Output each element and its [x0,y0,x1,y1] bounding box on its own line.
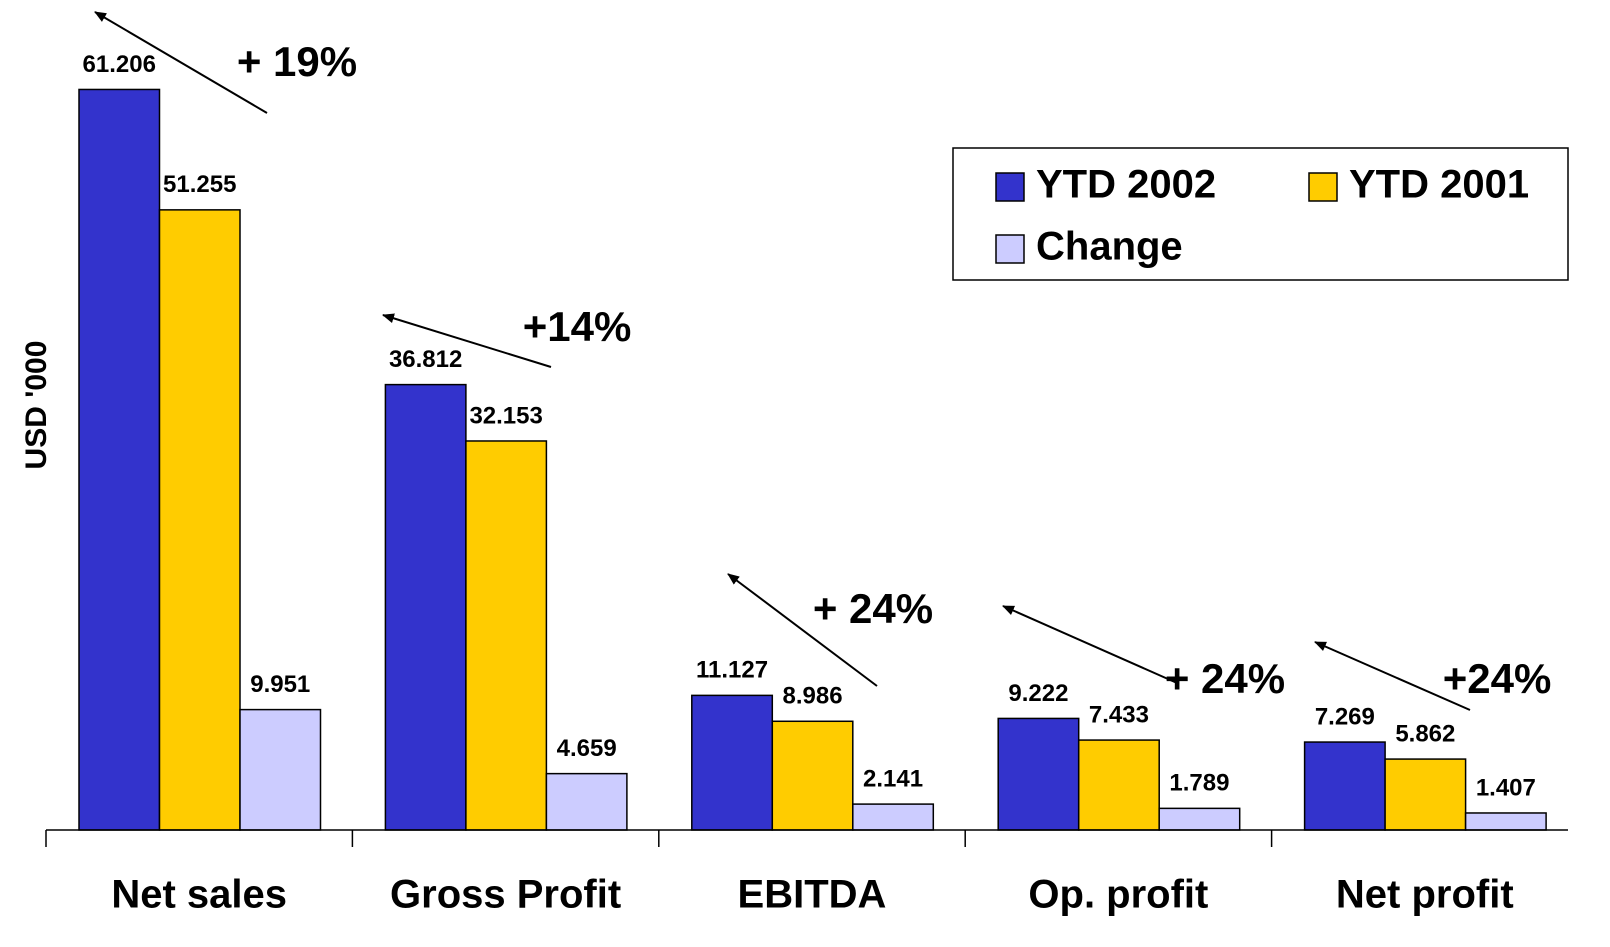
bar [1303,741,1386,831]
annotation-arrow [94,11,268,114]
bar [1077,739,1160,831]
value-label: 7.269 [1315,703,1375,730]
annotation-arrow [1002,605,1178,684]
bar [1464,812,1547,831]
bar [545,772,628,831]
x-tick-label: Gross Profit [390,873,621,917]
annotation: +24% [1443,655,1552,702]
bar [771,720,854,831]
annotation-arrow [727,573,878,687]
value-label: 5.862 [1395,720,1455,747]
value-label: 7.433 [1089,701,1149,728]
annotation: +14% [523,303,632,350]
bar [852,803,935,831]
value-label: 32.153 [469,402,542,429]
bar [465,440,548,831]
value-label: 36.812 [389,346,462,373]
x-tick-label: Net sales [111,873,287,917]
bar [78,88,161,831]
bar [158,209,241,831]
x-tick-label: Op. profit [1028,873,1208,917]
value-label: 8.986 [783,683,843,710]
value-label: 4.659 [557,735,617,762]
legend-swatch [995,172,1025,202]
bar [997,717,1080,831]
legend-label: Change [1036,225,1183,269]
legend-label: YTD 2002 [1036,163,1216,207]
value-label: 9.222 [1008,680,1068,707]
value-label: 1.789 [1169,770,1229,797]
annotation-arrow [382,313,552,368]
annotation: + 24% [813,585,933,632]
legend-swatch [1308,172,1338,202]
annotation: + 19% [237,38,357,85]
value-label: 11.127 [696,657,768,684]
legend-swatch [995,234,1025,264]
value-label: 2.141 [863,765,923,792]
bar [239,708,322,831]
value-label: 51.255 [163,171,236,198]
bar [1158,807,1241,831]
x-tick-label: Net profit [1336,873,1514,917]
annotation-arrow [1314,641,1471,711]
annotation: + 24% [1165,655,1285,702]
bar [691,694,774,831]
x-tick-label: EBITDA [738,873,887,917]
value-label: 9.951 [250,671,310,698]
value-label: 61.206 [83,51,156,78]
legend-box [952,147,1569,281]
bar [1384,758,1467,831]
y-axis-label: USD '000 [20,341,53,470]
bar [384,383,467,831]
legend-label: YTD 2001 [1349,163,1529,207]
value-label: 1.407 [1476,774,1536,801]
